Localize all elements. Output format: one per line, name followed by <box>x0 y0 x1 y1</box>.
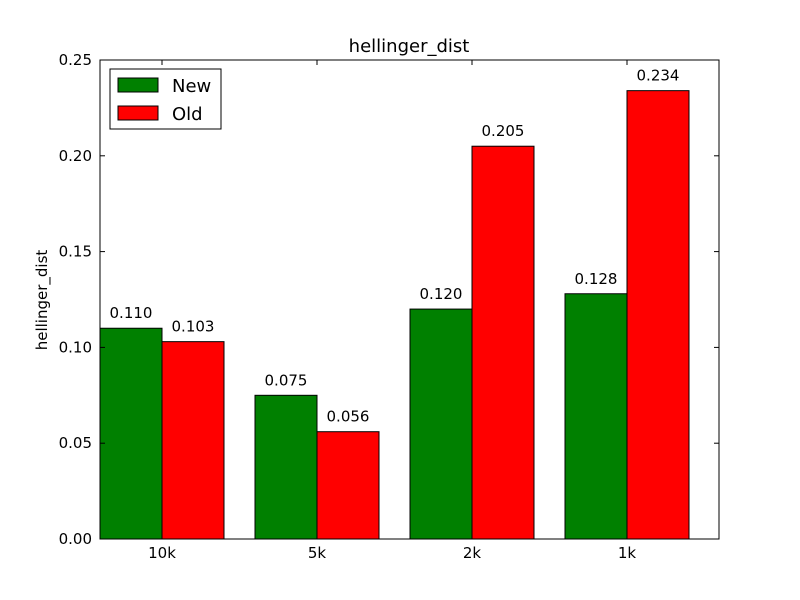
bar-label-new-1k: 0.128 <box>575 270 618 288</box>
bar-new-5k <box>254 394 318 540</box>
bar-old-2k <box>471 145 535 540</box>
legend: New Old <box>109 68 222 130</box>
bar-old-10k <box>161 341 225 540</box>
y-axis-ticks: 0.00 0.05 0.10 0.15 0.20 0.25 <box>59 51 719 548</box>
x-tick-label: 1k <box>618 544 637 562</box>
bar-new-1k <box>564 293 628 540</box>
bar-new-10k <box>99 327 163 540</box>
y-tick-label: 0.15 <box>59 243 92 261</box>
x-tick-label: 2k <box>463 544 482 562</box>
bar-label-old-10k: 0.103 <box>172 318 215 336</box>
legend-swatch-old <box>117 105 159 121</box>
legend-label-new: New <box>172 76 211 97</box>
plot-frame <box>99 59 720 540</box>
bar-label-old-5k: 0.056 <box>327 408 370 426</box>
chart-title: hellinger_dist <box>349 36 470 57</box>
y-tick-label: 0.10 <box>59 338 92 356</box>
x-tick-label: 5k <box>308 544 327 562</box>
bar-old-5k <box>316 431 380 540</box>
legend-label-old: Old <box>172 104 203 125</box>
bar-labels-group: 0.110 0.103 0.075 0.056 0.120 0.205 0.128 0.234 <box>110 67 680 426</box>
y-tick-label: 0.00 <box>59 530 92 548</box>
bar-label-new-5k: 0.075 <box>265 371 308 389</box>
x-axis-ticks: 10k 5k 2k 1k <box>148 60 636 562</box>
y-tick-label: 0.05 <box>59 434 92 452</box>
y-axis-label: hellinger_dist <box>33 250 52 351</box>
legend-swatch-new <box>117 77 159 93</box>
bars-group <box>99 90 690 540</box>
y-tick-label: 0.20 <box>59 147 92 165</box>
x-tick-label: 10k <box>148 544 176 562</box>
bar-label-old-1k: 0.234 <box>637 67 680 85</box>
bar-label-new-2k: 0.120 <box>420 285 463 303</box>
bar-label-new-10k: 0.110 <box>110 304 153 322</box>
y-tick-label: 0.25 <box>59 51 92 69</box>
bar-old-1k <box>626 90 690 540</box>
bar-new-2k <box>409 308 473 540</box>
bar-label-old-2k: 0.205 <box>482 122 525 140</box>
